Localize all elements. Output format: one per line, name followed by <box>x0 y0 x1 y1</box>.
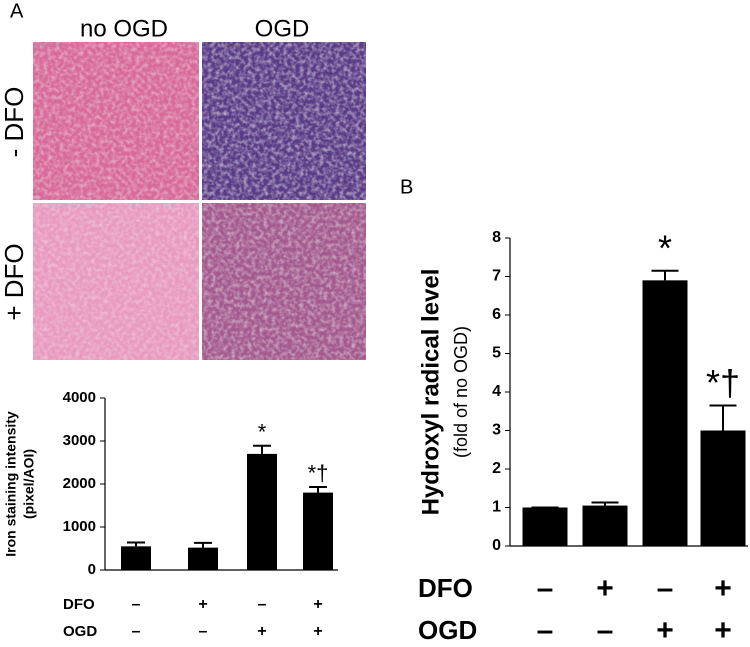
y-tick-label: 6 <box>492 306 501 323</box>
y-tick-label: 4 <box>492 383 501 400</box>
condition-value: + <box>313 596 322 613</box>
panel-label: B <box>400 176 413 198</box>
significance-label: * <box>258 419 267 444</box>
significance-label: * <box>658 227 672 268</box>
y-axis-label: (pixel/AOI) <box>21 449 37 519</box>
condition-value: – <box>597 614 614 647</box>
panel-label: A <box>10 0 24 22</box>
y-tick-label: 2 <box>492 460 501 477</box>
bar <box>700 430 746 546</box>
texture <box>202 203 366 360</box>
bar <box>188 547 218 570</box>
condition-value: – <box>132 623 141 640</box>
y-tick-label: 8 <box>492 229 501 246</box>
row-label: + DFO <box>0 243 29 320</box>
y-tick-label: 1 <box>492 499 501 516</box>
y-axis-label: Hydroxyl radical level <box>417 269 444 516</box>
condition-value: + <box>198 596 207 613</box>
texture <box>202 42 366 200</box>
condition-name: DFO <box>418 573 473 603</box>
y-tick-label: 4000 <box>63 389 96 406</box>
micrographs <box>33 42 366 360</box>
condition-value: – <box>199 623 208 640</box>
y-tick-label: 5 <box>492 345 501 362</box>
y-tick-label: 1000 <box>63 518 96 535</box>
significance-label: *† <box>706 362 740 403</box>
bar <box>522 507 568 546</box>
condition-value: – <box>657 572 674 605</box>
bar <box>121 546 151 570</box>
bar <box>582 505 628 546</box>
condition-value: + <box>714 614 732 647</box>
condition-value: – <box>132 596 141 613</box>
texture <box>33 203 199 360</box>
condition-value: + <box>596 572 614 605</box>
y-tick-label: 3000 <box>63 432 96 449</box>
condition-value: + <box>714 572 732 605</box>
y-tick-label: 3 <box>492 422 501 439</box>
condition-value: – <box>258 596 267 613</box>
condition-value: + <box>656 614 674 647</box>
condition-value: + <box>257 623 266 640</box>
column-label: no OGD <box>80 15 168 42</box>
condition-name: DFO <box>63 596 95 613</box>
bar <box>303 492 333 570</box>
significance-label: *† <box>308 461 329 486</box>
condition-name: OGD <box>418 615 477 645</box>
y-axis-label: (fold of no OGD) <box>451 326 471 458</box>
condition-value: – <box>537 614 554 647</box>
y-tick-label: 0 <box>88 561 96 578</box>
condition-name: OGD <box>63 623 97 640</box>
texture <box>33 42 199 200</box>
condition-value: + <box>313 623 322 640</box>
y-tick-label: 0 <box>492 537 501 554</box>
y-tick-label: 7 <box>492 268 501 285</box>
bar <box>247 453 277 570</box>
y-axis-label: Iron staining intensity <box>3 411 19 557</box>
condition-value: – <box>537 572 554 605</box>
column-label: OGD <box>255 15 310 42</box>
row-label: - DFO <box>0 87 29 158</box>
bar <box>642 280 688 546</box>
y-tick-label: 2000 <box>63 475 96 492</box>
